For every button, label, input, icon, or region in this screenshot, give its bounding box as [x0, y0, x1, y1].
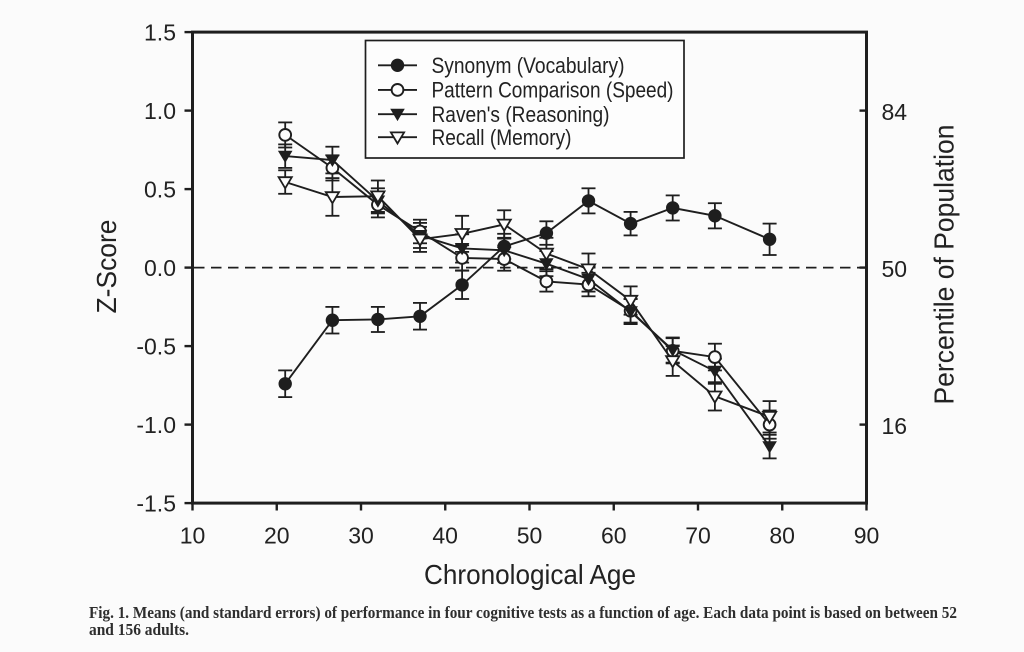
svg-text:80: 80: [769, 523, 795, 549]
svg-text:60: 60: [601, 523, 627, 549]
svg-text:1.5: 1.5: [144, 19, 176, 45]
svg-text:0.0: 0.0: [144, 255, 176, 281]
svg-text:50: 50: [517, 523, 543, 549]
svg-text:and 156 adults.: and 156 adults.: [89, 620, 189, 639]
svg-text:-0.5: -0.5: [136, 333, 176, 359]
svg-text:Recall (Memory): Recall (Memory): [432, 125, 572, 150]
svg-text:84: 84: [882, 99, 908, 125]
svg-text:Synonym (Vocabulary): Synonym (Vocabulary): [432, 53, 625, 78]
svg-text:Pattern Comparison (Speed): Pattern Comparison (Speed): [432, 78, 674, 103]
svg-text:Z-Score: Z-Score: [91, 220, 122, 314]
svg-text:70: 70: [685, 523, 711, 549]
svg-text:30: 30: [348, 523, 374, 549]
svg-text:1.0: 1.0: [144, 98, 176, 124]
svg-text:50: 50: [882, 256, 908, 282]
svg-text:20: 20: [264, 523, 290, 549]
svg-text:90: 90: [854, 523, 880, 549]
svg-text:-1.5: -1.5: [136, 490, 176, 516]
svg-text:Raven's (Reasoning): Raven's (Reasoning): [432, 102, 610, 127]
svg-text:Fig. 1. Means (and standard er: Fig. 1. Means (and standard errors) of p…: [89, 603, 957, 622]
svg-text:16: 16: [882, 413, 908, 439]
svg-text:Chronological Age: Chronological Age: [424, 559, 636, 590]
svg-text:-1.0: -1.0: [136, 412, 176, 438]
svg-text:40: 40: [432, 523, 458, 549]
svg-text:Percentile of Population: Percentile of Population: [929, 125, 960, 405]
svg-text:10: 10: [180, 523, 206, 549]
svg-text:0.5: 0.5: [144, 176, 176, 202]
